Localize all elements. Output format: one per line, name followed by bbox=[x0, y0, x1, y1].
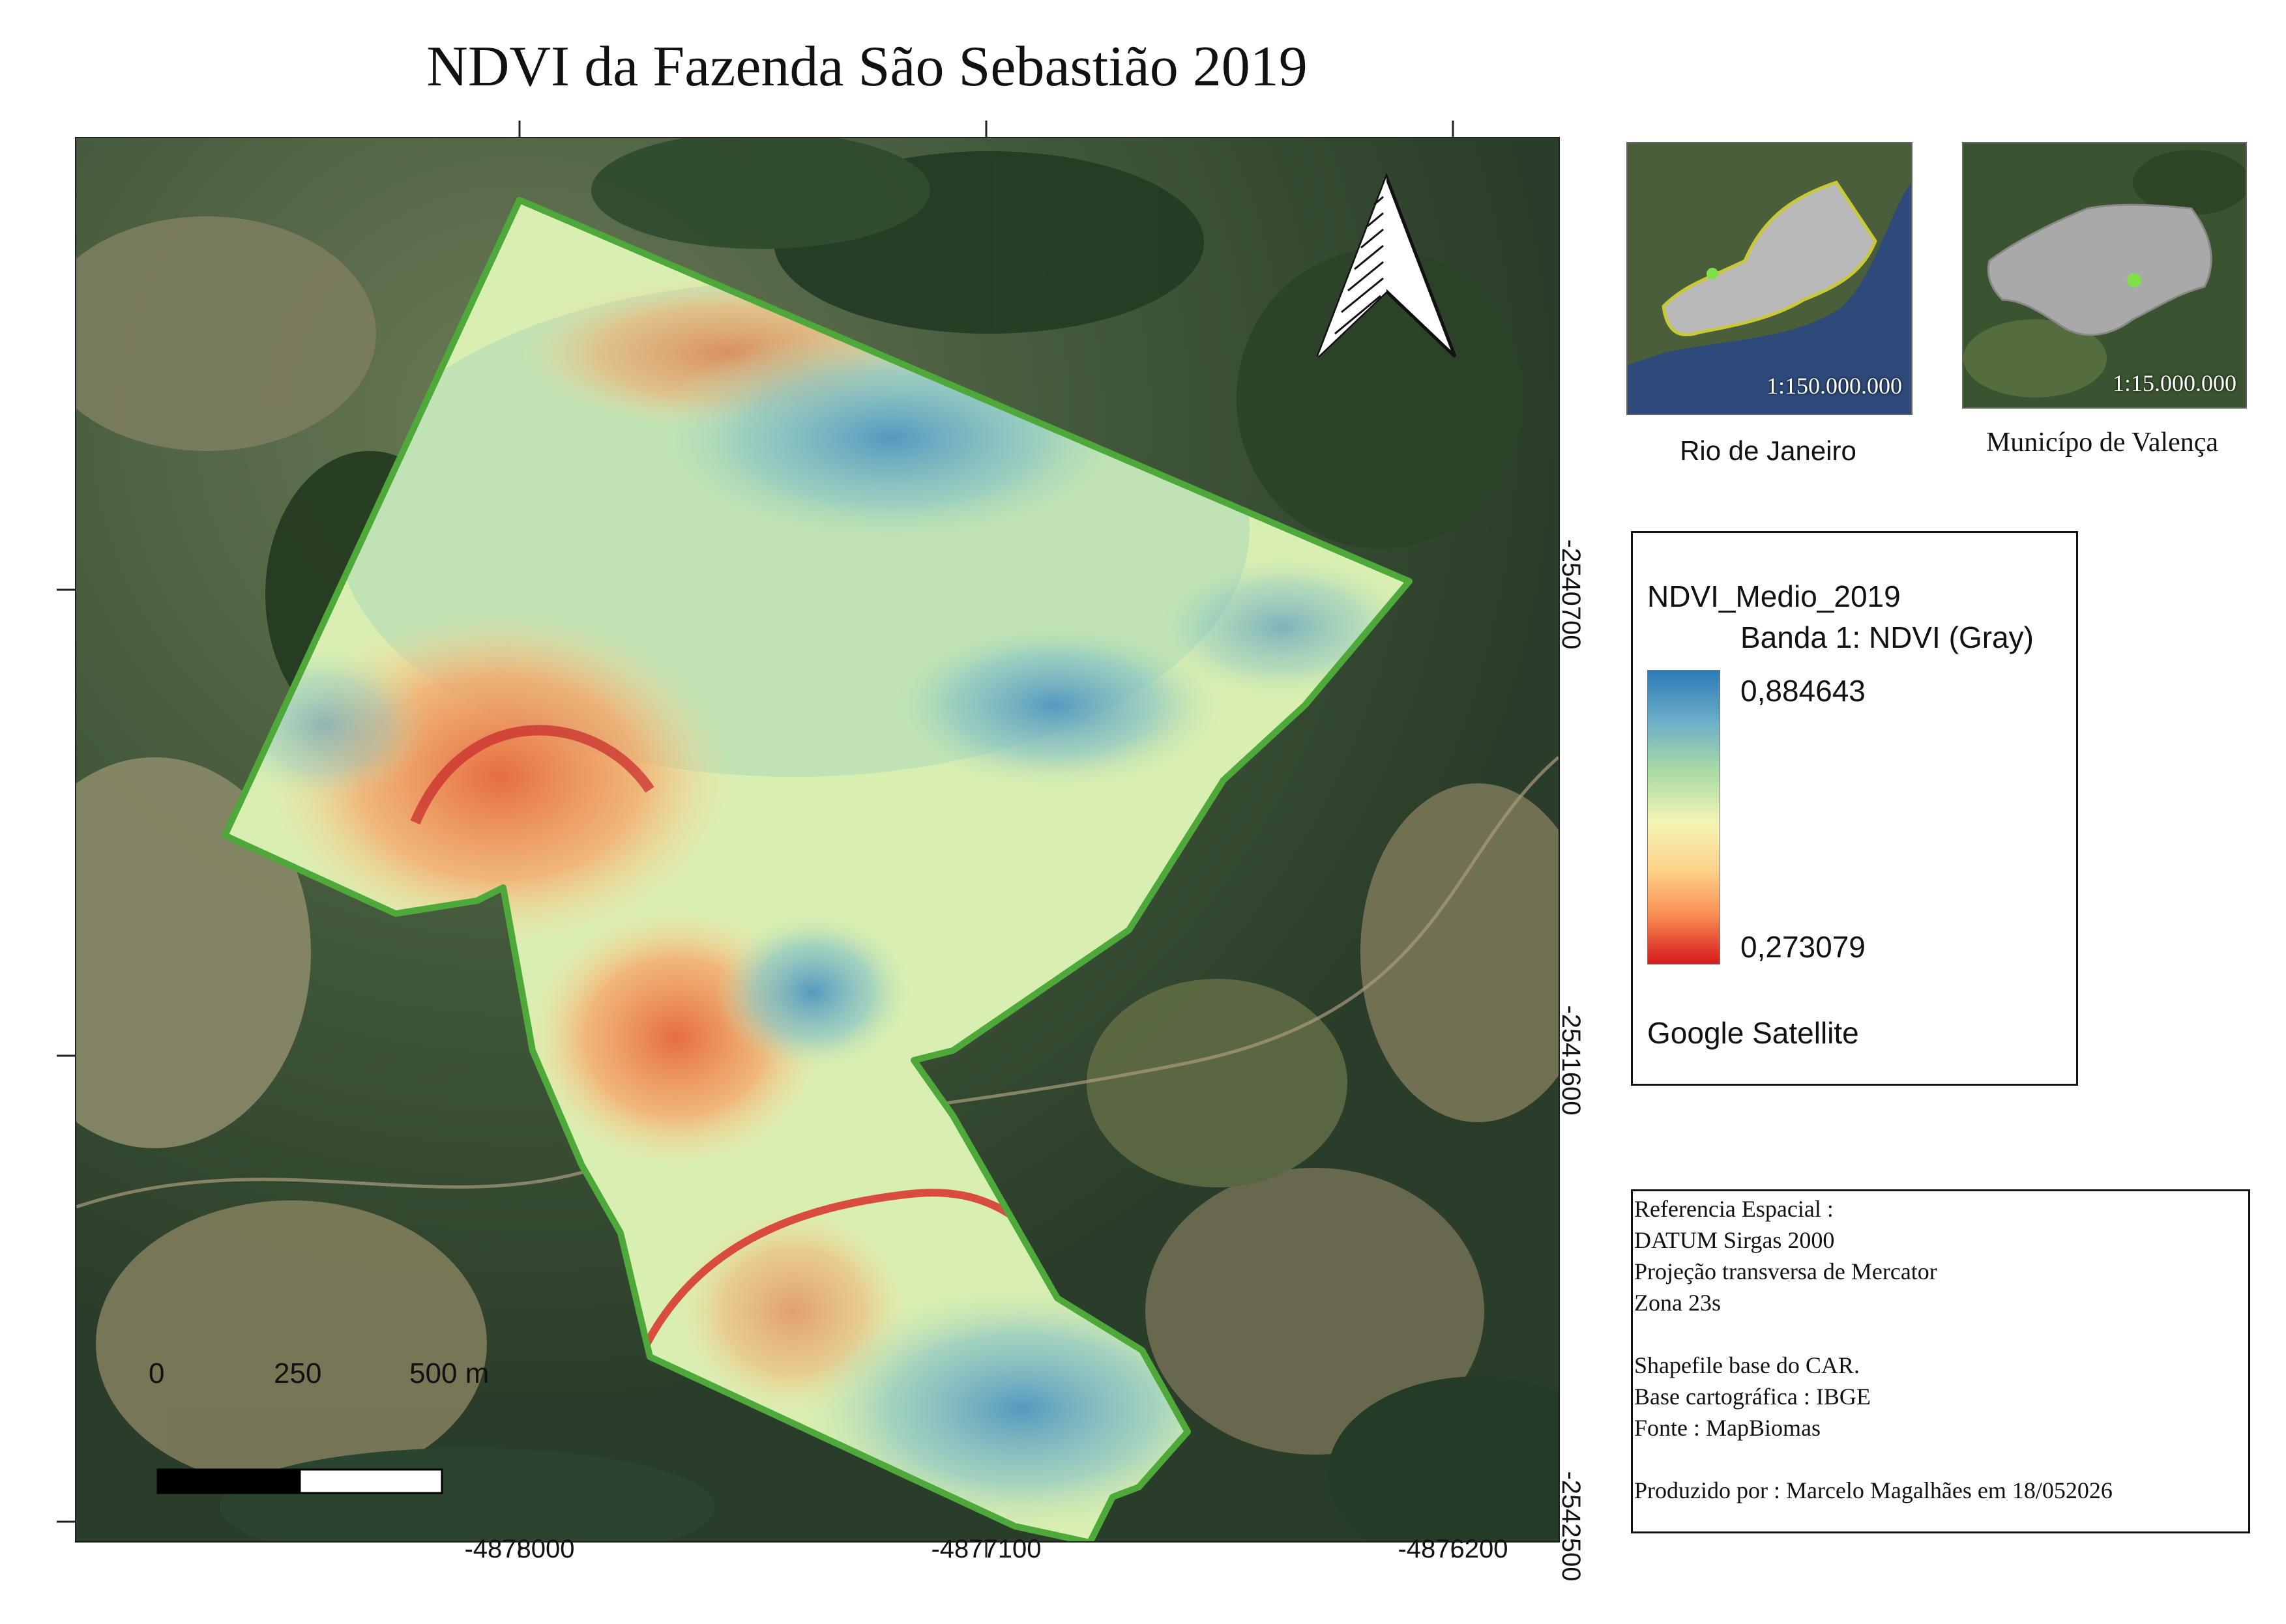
legend-color-ramp bbox=[1647, 670, 1720, 964]
north-arrow-icon bbox=[1316, 172, 1457, 358]
x-tick-label: -4878000 bbox=[464, 1535, 575, 1563]
map-title: NDVI da Fazenda São Sebastião 2019 bbox=[426, 35, 1308, 98]
x-tick-label: -4877100 bbox=[931, 1535, 1042, 1563]
info-line: DATUM Sirgas 2000 bbox=[1634, 1227, 1835, 1253]
scale-label-0: 0 bbox=[149, 1357, 165, 1389]
scale-label-250: 250 bbox=[274, 1357, 322, 1389]
legend: NDVI_Medio_2019 Banda 1: NDVI (Gray) 0,8… bbox=[1631, 531, 2078, 1086]
inset-scale-label: 1:15.000.000 bbox=[2112, 370, 2236, 396]
inset-map-valenca[interactable]: 1:15.000.000 bbox=[1962, 142, 2247, 409]
info-line: Zona 23s bbox=[1634, 1290, 1721, 1316]
inset-scale-label: 1:150.000.000 bbox=[1766, 373, 1902, 399]
scale-label-500: 500 m bbox=[409, 1357, 490, 1389]
inset-valenca-svg bbox=[1963, 143, 2246, 407]
y-tick-label: -2540700 bbox=[1557, 539, 1585, 650]
legend-max-value: 0,884643 bbox=[1740, 674, 1866, 708]
legend-min-value: 0,273079 bbox=[1740, 930, 1866, 964]
info-box: Referencia Espacial : DATUM Sirgas 2000 … bbox=[1631, 1189, 2250, 1533]
info-line: Fonte : MapBiomas bbox=[1634, 1415, 1821, 1441]
info-line: Base cartográfica : IBGE bbox=[1634, 1384, 1871, 1410]
y-tick-label: -2541600 bbox=[1557, 1005, 1585, 1116]
legend-band-name: Banda 1: NDVI (Gray) bbox=[1740, 620, 2034, 654]
legend-basemap-name: Google Satellite bbox=[1647, 1016, 1859, 1050]
y-tick-label: -2542500 bbox=[1557, 1471, 1585, 1582]
farm-boundary bbox=[222, 197, 1413, 1541]
info-line: Shapefile base do CAR. bbox=[1634, 1352, 1860, 1378]
inset-caption-valenca: Municípo de Valença bbox=[1986, 428, 2219, 457]
info-line: Produzido por : Marcelo Magalhães em 18/… bbox=[1634, 1477, 2113, 1503]
inset-map-rio[interactable]: 1:150.000.000 bbox=[1626, 142, 1912, 415]
info-line bbox=[1634, 1443, 2248, 1475]
info-line: Referencia Espacial : bbox=[1634, 1196, 1834, 1222]
info-line bbox=[1634, 1318, 2248, 1350]
map-frame[interactable] bbox=[75, 137, 1560, 1543]
inset-caption-rio: Rio de Janeiro bbox=[1680, 435, 1856, 466]
inset-rio-svg bbox=[1628, 143, 1911, 414]
scale-bar bbox=[156, 1468, 443, 1494]
ndvi-map[interactable] bbox=[76, 138, 1559, 1541]
x-tick-label: -4876200 bbox=[1398, 1535, 1508, 1563]
legend-layer-name: NDVI_Medio_2019 bbox=[1647, 579, 1901, 613]
info-line: Projeção transversa de Mercator bbox=[1634, 1258, 1937, 1284]
